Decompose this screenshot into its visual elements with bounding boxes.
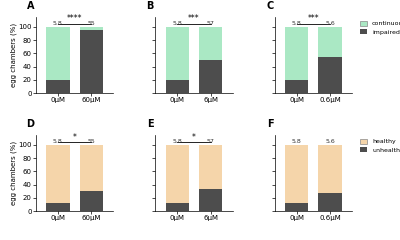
Bar: [46, 145, 70, 203]
Bar: [285, 203, 308, 211]
Bar: [166, 80, 189, 93]
Text: 5.8: 5.8: [172, 21, 182, 26]
Bar: [80, 27, 103, 30]
Bar: [285, 80, 308, 93]
Y-axis label: egg chambers (%): egg chambers (%): [10, 141, 17, 205]
Bar: [80, 191, 103, 211]
Text: F: F: [267, 119, 273, 129]
Bar: [46, 80, 70, 93]
Text: ****: ****: [67, 14, 82, 24]
Text: E: E: [147, 119, 154, 129]
Text: 5.8: 5.8: [53, 21, 63, 26]
Text: D: D: [26, 119, 34, 129]
Bar: [318, 145, 342, 193]
Bar: [318, 57, 342, 93]
Bar: [199, 27, 222, 60]
Text: 5.8: 5.8: [292, 21, 302, 26]
Text: B: B: [146, 1, 154, 11]
Text: 57: 57: [207, 21, 215, 26]
Text: ***: ***: [188, 14, 200, 24]
Bar: [318, 193, 342, 211]
Legend: healthy, unhealthy: healthy, unhealthy: [359, 138, 400, 153]
Bar: [285, 27, 308, 80]
Bar: [199, 145, 222, 189]
Text: 5.6: 5.6: [325, 21, 335, 26]
Bar: [46, 27, 70, 80]
Bar: [318, 27, 342, 57]
Bar: [199, 189, 222, 211]
Text: C: C: [266, 1, 273, 11]
Bar: [80, 30, 103, 93]
Bar: [166, 27, 189, 80]
Legend: continuous, impaired: continuous, impaired: [359, 20, 400, 35]
Bar: [46, 203, 70, 211]
Bar: [166, 203, 189, 211]
Text: *: *: [192, 132, 196, 142]
Bar: [199, 60, 222, 93]
Text: 5.8: 5.8: [172, 139, 182, 144]
Bar: [166, 145, 189, 203]
Text: *: *: [72, 132, 76, 142]
Y-axis label: egg chambers (%): egg chambers (%): [10, 23, 17, 87]
Text: 5.8: 5.8: [53, 139, 63, 144]
Text: 57: 57: [207, 139, 215, 144]
Text: 55: 55: [88, 21, 95, 26]
Text: ***: ***: [308, 14, 319, 24]
Text: 55: 55: [88, 139, 95, 144]
Bar: [285, 145, 308, 203]
Bar: [80, 145, 103, 191]
Text: 5.6: 5.6: [325, 139, 335, 144]
Text: 5.8: 5.8: [292, 139, 302, 144]
Text: A: A: [27, 1, 34, 11]
